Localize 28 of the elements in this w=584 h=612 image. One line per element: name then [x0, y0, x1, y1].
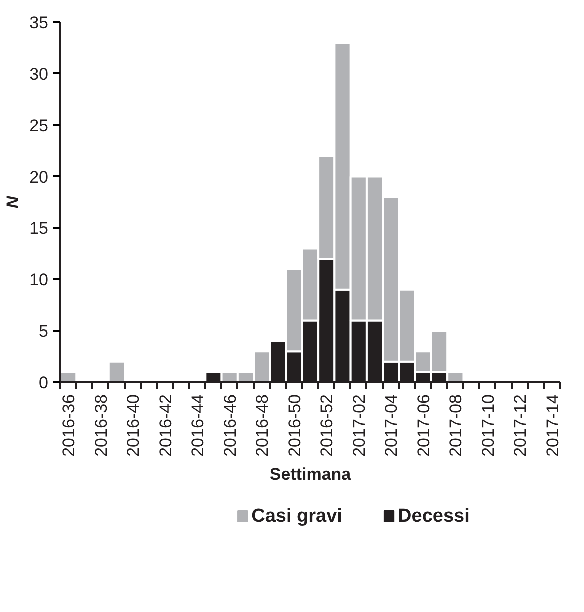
x-tick-label: 2017-08: [446, 394, 466, 457]
x-tick-label: 2016-46: [220, 394, 240, 457]
x-tick-label: 2017-12: [511, 394, 530, 457]
x-tick-label: 2016-50: [285, 394, 304, 457]
x-axis-title: Settimana: [270, 464, 352, 484]
y-axis-title: N: [4, 196, 23, 209]
y-tick-label: 0: [39, 374, 49, 392]
y-tick-label: 10: [30, 270, 49, 290]
y-tick-label: 25: [30, 116, 49, 136]
x-tick-label: 2017-02: [350, 394, 369, 457]
x-tick-label: 2017-10: [478, 394, 498, 457]
x-tick-label: 2017-14: [543, 394, 562, 457]
x-tick-label: 2016-36: [60, 394, 79, 457]
x-tick-label: 2016-44: [188, 394, 208, 457]
x-tick-label: 2017-06: [414, 394, 434, 457]
x-tick-label: 2016-38: [92, 394, 111, 457]
legend-label: Decessi: [398, 506, 470, 527]
x-tick-label: 2016-40: [124, 394, 144, 457]
y-tick-label: 20: [30, 168, 49, 187]
y-tick-label: 15: [30, 219, 49, 238]
x-tick-label: 2017-04: [382, 394, 402, 457]
x-tick-label: 2016-42: [156, 394, 176, 457]
x-tick-label: 2016-52: [318, 394, 337, 457]
y-tick-label: 30: [30, 64, 49, 84]
x-tick-label: 2016-48: [253, 394, 272, 457]
y-tick-label: 35: [30, 14, 49, 32]
legend-label: Casi gravi: [252, 506, 342, 527]
y-tick-label: 5: [39, 322, 49, 342]
